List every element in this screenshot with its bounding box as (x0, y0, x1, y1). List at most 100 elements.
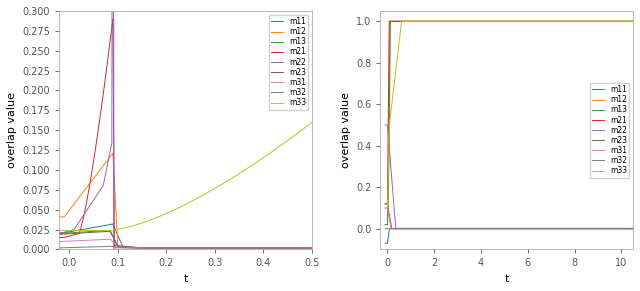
m21 (381, 202, 389, 205)
m22 (102, 173, 109, 177)
m33 (263, 153, 271, 157)
Line: m12: m12 (60, 153, 312, 248)
m32 (263, 246, 271, 250)
m11 (220, 246, 228, 250)
m23 (629, 227, 637, 230)
m33 (56, 229, 63, 232)
Legend: m11, m12, m13, m21, m22, m23, m31, m32, m33: m11, m12, m13, m21, m22, m23, m31, m32, … (590, 83, 629, 178)
m23 (244, 246, 252, 250)
m11 (390, 227, 398, 230)
m33 (566, 19, 574, 23)
m12 (543, 19, 550, 23)
m21 (207, 246, 215, 250)
X-axis label: t: t (504, 274, 509, 284)
m21 (476, 19, 484, 23)
m31 (585, 227, 593, 230)
m22 (543, 227, 550, 230)
m23 (543, 227, 550, 230)
m11 (102, 223, 109, 227)
m22 (108, 5, 116, 9)
Line: m13: m13 (60, 230, 312, 248)
m13 (426, 19, 434, 23)
m22 (220, 246, 228, 250)
m13 (308, 246, 316, 250)
m32 (106, 244, 114, 248)
m32 (308, 246, 316, 250)
m12 (386, 19, 394, 23)
m33 (629, 19, 637, 23)
Line: m11: m11 (60, 224, 312, 248)
m12 (220, 246, 228, 250)
m32 (56, 246, 63, 250)
m12 (629, 19, 637, 23)
m12 (530, 19, 538, 23)
m22 (263, 246, 271, 250)
m13 (106, 228, 114, 232)
m21 (543, 19, 550, 23)
m23 (381, 202, 389, 205)
m11 (543, 227, 550, 230)
m31 (106, 237, 114, 241)
m11 (138, 246, 146, 250)
Line: m21: m21 (385, 21, 633, 204)
m22 (476, 227, 484, 230)
m31 (426, 227, 434, 230)
Y-axis label: overlap value: overlap value (340, 92, 351, 168)
m33 (426, 19, 434, 23)
m23 (138, 246, 146, 250)
m23 (388, 227, 396, 230)
m12 (381, 223, 389, 226)
m31 (152, 246, 160, 250)
m12 (585, 19, 593, 23)
m13 (543, 19, 550, 23)
m12 (207, 246, 215, 250)
m11 (56, 231, 63, 235)
m13 (220, 246, 228, 250)
m21 (263, 246, 271, 250)
m33 (530, 19, 538, 23)
m32 (102, 245, 109, 248)
m23 (308, 246, 316, 250)
m31 (220, 246, 228, 250)
m21 (385, 19, 393, 23)
m31 (138, 246, 146, 250)
m21 (530, 19, 538, 23)
m12 (56, 215, 63, 219)
m13 (56, 232, 63, 235)
m23 (56, 233, 63, 236)
m12 (102, 162, 109, 165)
m21 (585, 19, 593, 23)
m13 (381, 223, 389, 226)
m31 (476, 227, 484, 230)
m32 (244, 246, 252, 250)
m23 (426, 227, 434, 230)
m22 (381, 123, 389, 127)
m23 (566, 227, 574, 230)
m11 (244, 246, 252, 250)
m33 (109, 229, 116, 233)
m13 (476, 19, 484, 23)
m21 (109, 17, 116, 21)
m11 (426, 227, 434, 230)
m13 (133, 246, 141, 250)
m22 (629, 227, 637, 230)
m22 (110, 246, 118, 250)
m32 (207, 246, 215, 250)
Line: m22: m22 (385, 125, 633, 229)
m33 (152, 216, 160, 220)
m12 (308, 246, 316, 250)
m32 (426, 227, 434, 230)
Line: m31: m31 (60, 239, 312, 248)
m32 (476, 227, 484, 230)
m23 (263, 246, 271, 250)
m21 (566, 19, 574, 23)
m21 (629, 19, 637, 23)
m12 (133, 246, 141, 250)
m12 (152, 246, 160, 250)
m31 (381, 206, 389, 210)
m33 (397, 19, 405, 23)
m11 (381, 242, 389, 245)
m13 (530, 19, 538, 23)
m12 (109, 152, 116, 155)
m23 (476, 227, 484, 230)
